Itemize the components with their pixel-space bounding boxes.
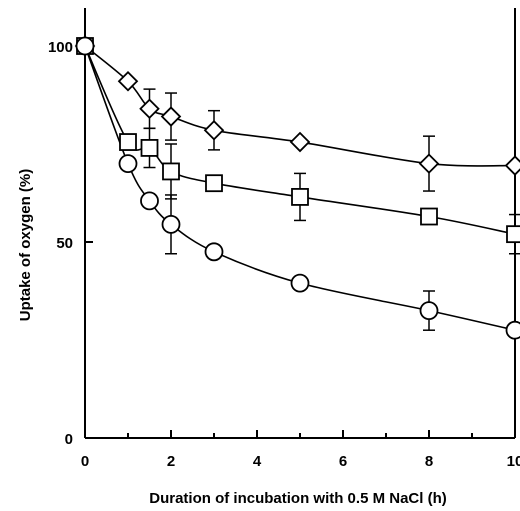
diamond-marker — [139, 98, 160, 119]
square-marker — [420, 207, 438, 226]
y-axis-label: Uptake of oxygen (%) — [17, 169, 34, 322]
x-tick-label: 2 — [167, 453, 175, 470]
y-tick-label: 100 — [48, 39, 73, 56]
circle-marker — [161, 214, 181, 234]
square-marker — [162, 162, 180, 181]
y-tick-label: 0 — [65, 431, 73, 448]
square-marker — [506, 225, 520, 244]
diamond-marker — [203, 120, 225, 141]
x-axis-label: Duration of incubation with 0.5 M NaCl (… — [149, 490, 447, 507]
x-tick-label: 6 — [339, 453, 347, 470]
diamond-marker — [160, 106, 182, 127]
square-marker — [140, 139, 159, 157]
circle-marker — [505, 320, 520, 340]
y-tick-label: 50 — [56, 235, 73, 252]
circle-marker — [118, 154, 138, 174]
x-tick-label: 4 — [253, 453, 262, 470]
circle-marker — [204, 242, 224, 262]
circle-marker — [75, 36, 95, 56]
x-tick-label: 10 — [507, 453, 520, 470]
diamond-marker — [504, 155, 520, 176]
diamond-marker — [117, 71, 139, 92]
x-tick-label: 0 — [81, 453, 89, 470]
circle-marker — [140, 191, 159, 211]
diamond-marker — [289, 131, 311, 153]
data-markers — [74, 35, 520, 340]
diamond-marker — [418, 153, 440, 174]
circle-marker — [419, 301, 439, 321]
square-marker — [205, 174, 223, 193]
circle-marker — [290, 273, 310, 293]
square-marker — [119, 133, 137, 151]
x-tick-label: 8 — [425, 453, 433, 470]
axes — [84, 8, 516, 439]
square-marker — [291, 188, 309, 206]
error-bars — [143, 88, 520, 331]
